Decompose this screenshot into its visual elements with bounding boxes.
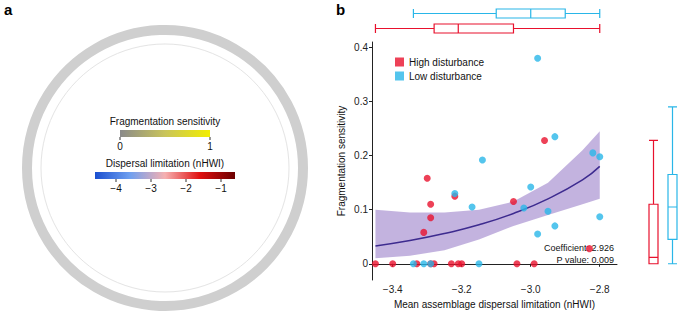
svg-text:0.2: 0.2 xyxy=(354,150,368,161)
svg-text:−3.2: −3.2 xyxy=(452,284,472,295)
svg-text:−2.8: −2.8 xyxy=(590,284,610,295)
svg-text:b: b xyxy=(336,1,345,18)
svg-text:−2: −2 xyxy=(180,183,192,194)
svg-text:Low disturbance: Low disturbance xyxy=(409,71,482,82)
svg-text:Fragmentation sensitivity: Fragmentation sensitivity xyxy=(110,116,221,127)
svg-text:Fragmentation sensitivity: Fragmentation sensitivity xyxy=(336,106,347,217)
svg-text:−3: −3 xyxy=(145,183,157,194)
svg-text:High disturbance: High disturbance xyxy=(409,57,484,68)
svg-text:0.1: 0.1 xyxy=(354,204,368,215)
svg-text:Coefficient: 2.926: Coefficient: 2.926 xyxy=(544,243,614,253)
svg-text:P value: 0.009: P value: 0.009 xyxy=(557,255,614,265)
svg-text:0.3: 0.3 xyxy=(354,96,368,107)
svg-text:a: a xyxy=(4,1,13,18)
svg-text:−4: −4 xyxy=(110,183,122,194)
svg-text:Mean assemblage dispersal limi: Mean assemblage dispersal limitation (nH… xyxy=(394,299,595,310)
svg-text:Dispersal limitation (nHWI): Dispersal limitation (nHWI) xyxy=(106,158,224,169)
svg-text:−3.4: −3.4 xyxy=(383,284,403,295)
svg-text:0.4: 0.4 xyxy=(354,42,368,53)
svg-text:1: 1 xyxy=(207,141,213,152)
svg-text:0: 0 xyxy=(117,141,123,152)
svg-text:−1: −1 xyxy=(215,183,227,194)
svg-text:0: 0 xyxy=(362,258,368,269)
svg-text:−3.0: −3.0 xyxy=(521,284,541,295)
